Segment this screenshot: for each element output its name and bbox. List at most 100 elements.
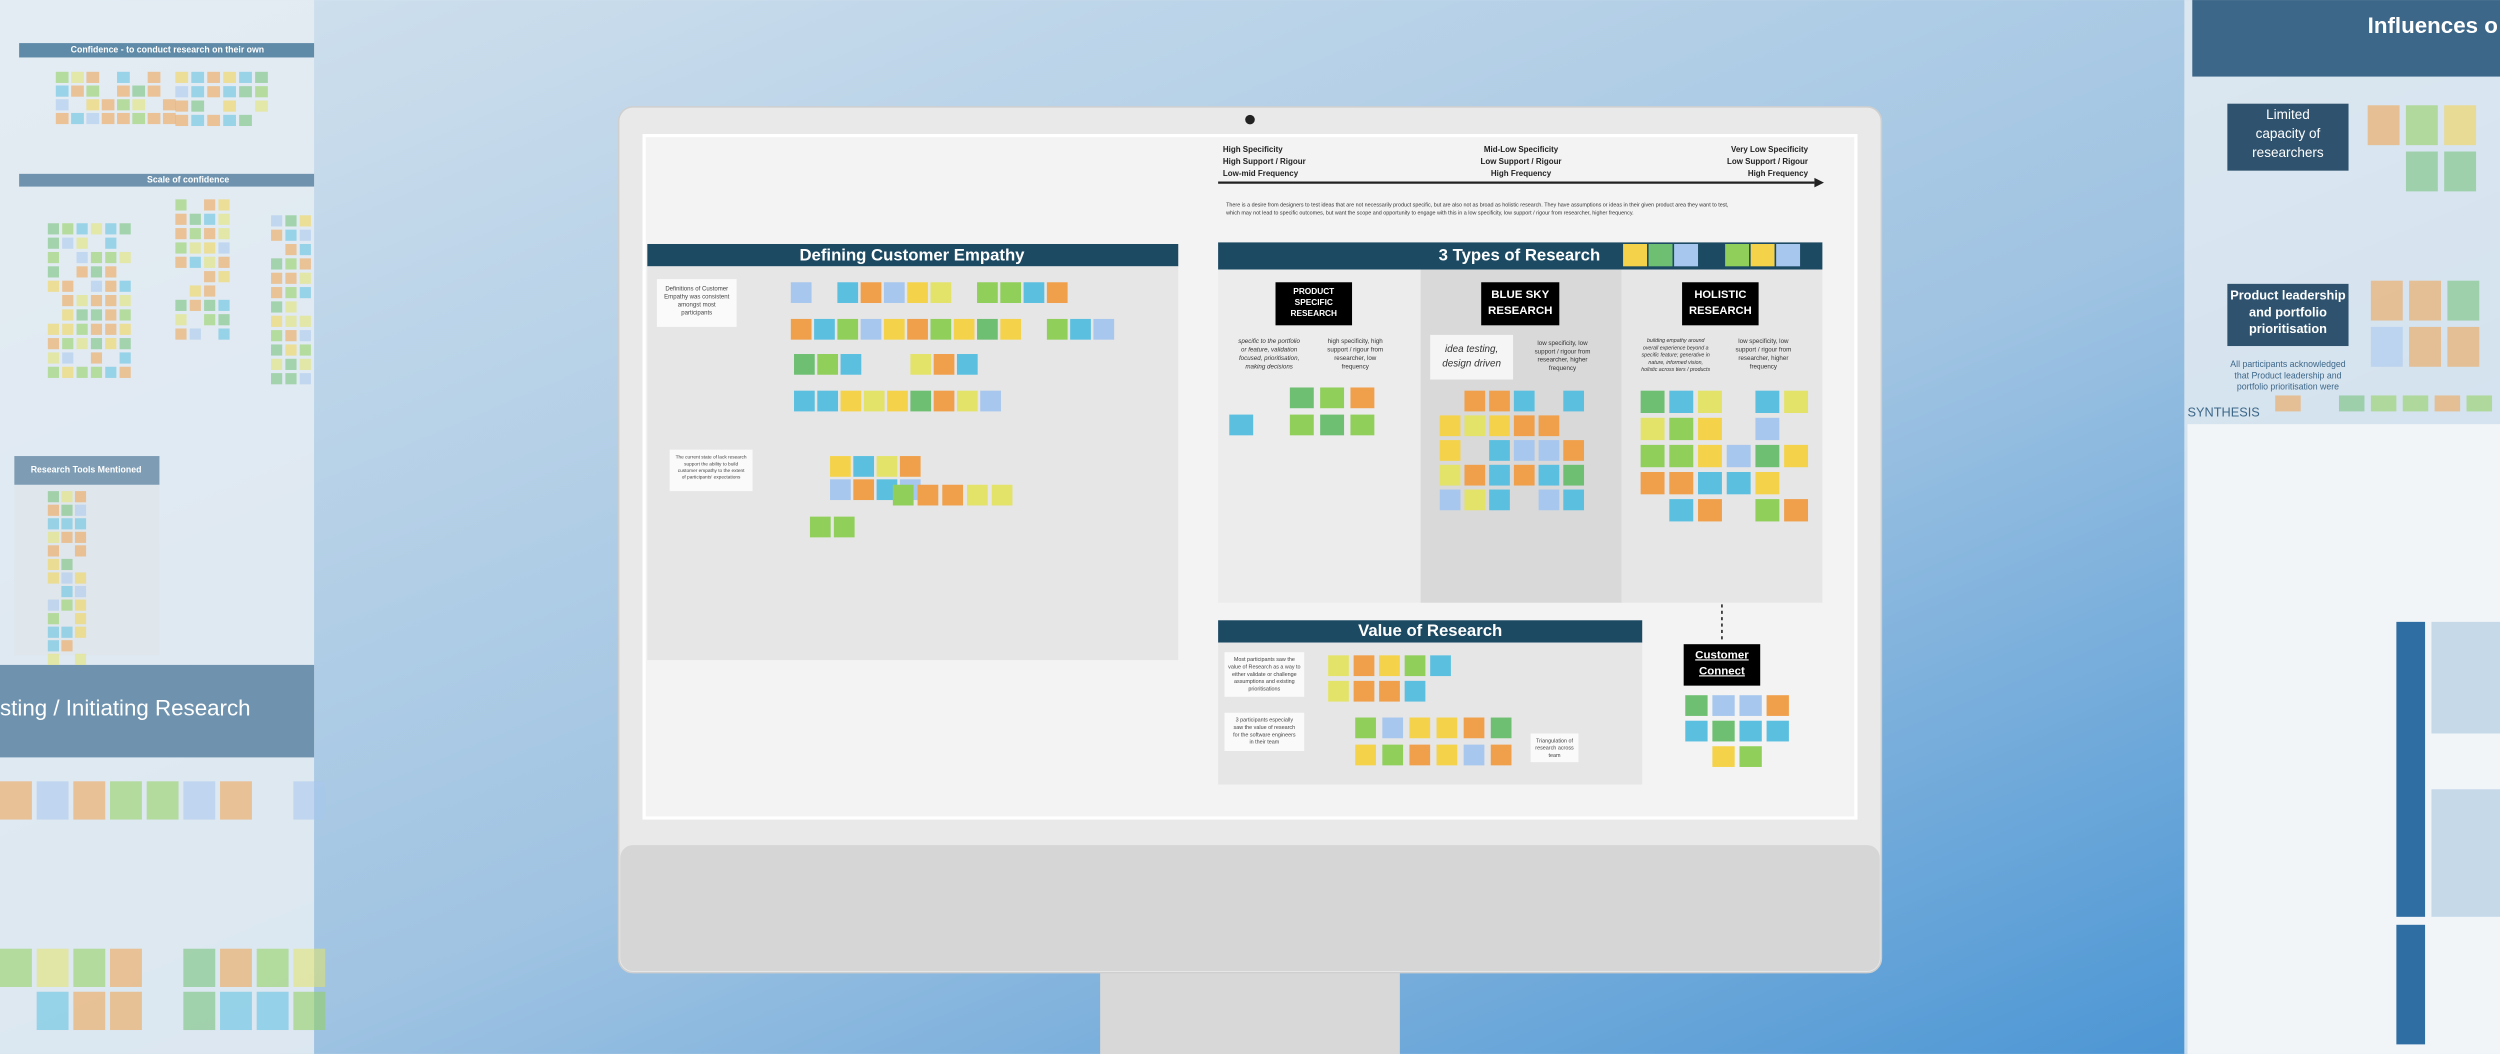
sticky-note — [1784, 444, 1809, 468]
sticky-note — [119, 251, 131, 264]
sticky-note — [1538, 464, 1560, 486]
sticky-note — [105, 251, 117, 264]
sticky-note — [175, 256, 187, 268]
text-line: Customer — [1695, 649, 1749, 661]
sticky-note — [271, 215, 283, 227]
sticky-note — [1739, 695, 1762, 716]
sticky-note — [887, 390, 908, 412]
sticky-note — [47, 280, 59, 292]
sticky-note — [74, 531, 87, 543]
sticky-note — [105, 237, 117, 249]
sticky-note — [966, 484, 988, 506]
type-label: BLUE SKY RESEARCH — [1488, 289, 1552, 317]
text-line: researcher, higher — [1538, 356, 1588, 363]
sticky-note — [790, 318, 812, 340]
sticky-note — [76, 366, 88, 378]
sticky-note — [293, 781, 326, 820]
sticky-note — [204, 299, 216, 311]
sticky-note — [2405, 151, 2438, 192]
theme-title: Product leadership and portfolio prioritis… — [2230, 288, 2346, 336]
sticky-note — [189, 256, 201, 268]
text-line: for the software engineers — [1233, 733, 1296, 739]
sticky-note — [76, 251, 88, 264]
sticky-note — [299, 373, 311, 385]
sticky-note — [285, 272, 297, 284]
sticky-note — [47, 572, 59, 584]
sticky-note — [2447, 326, 2480, 367]
type-attrs: low specificity, low support / rigour fro… — [1735, 338, 1791, 370]
text-line: design driven — [1442, 358, 1501, 369]
section-header — [647, 243, 1179, 267]
sticky-note — [62, 352, 74, 364]
sticky-note — [162, 112, 176, 125]
sticky-note — [933, 354, 955, 375]
sticky-note — [1439, 489, 1461, 511]
sticky-note — [1409, 717, 1431, 739]
sticky-note — [2409, 326, 2442, 367]
type-label-box — [1275, 282, 1353, 326]
section-header — [14, 456, 160, 485]
sticky-note — [175, 86, 189, 98]
sticky-note — [204, 256, 216, 268]
sticky-note — [147, 85, 161, 97]
sticky-note — [2444, 151, 2477, 192]
type-label: PRODUCT SPECIFIC RESEARCH — [1291, 286, 1337, 318]
sticky-note — [285, 330, 297, 342]
sticky-note — [223, 114, 236, 127]
insight-note — [1224, 712, 1305, 752]
sticky-note — [1490, 717, 1512, 739]
arrow-head — [1814, 177, 1824, 188]
sticky-note — [119, 323, 131, 335]
sticky-note — [90, 309, 103, 321]
sticky-note — [1353, 655, 1375, 677]
sticky-note — [1563, 464, 1585, 486]
sticky-note — [183, 781, 216, 820]
sticky-note — [1755, 444, 1780, 468]
sticky-note — [47, 491, 59, 503]
sticky-note — [1070, 318, 1091, 340]
sticky-note — [271, 373, 283, 385]
sticky-note — [2370, 395, 2397, 412]
sticky-note — [977, 318, 998, 340]
sticky-note — [837, 282, 859, 303]
sticky-note — [175, 328, 187, 340]
sticky-note — [1379, 680, 1400, 702]
sticky-note — [2402, 395, 2429, 412]
sticky-note — [189, 328, 201, 340]
type-desc: specific to the portfolio or feature, val… — [1238, 338, 1300, 370]
sticky-note — [256, 991, 289, 1031]
section-title: Defining Customer Empathy — [799, 245, 1025, 264]
sticky-note — [1093, 318, 1115, 340]
sticky-note — [223, 71, 236, 83]
sticky-note — [204, 228, 216, 240]
sticky-note — [47, 545, 59, 557]
sticky-note — [1489, 440, 1510, 461]
sticky-note — [1750, 243, 1775, 267]
sticky-note — [86, 112, 100, 125]
sticky-note — [47, 323, 59, 335]
insight-note — [656, 279, 737, 327]
text-line: low specificity, low — [1537, 339, 1588, 346]
monitor-chin — [620, 845, 1880, 972]
sticky-note — [175, 199, 187, 211]
insight-text: Most participants saw the value of Resear… — [1228, 658, 1300, 693]
text-line: either validate or challenge — [1232, 672, 1297, 678]
sticky-note — [1685, 720, 1708, 742]
text-line: specific feature; generative in — [1642, 353, 1710, 359]
sticky-note — [1464, 464, 1486, 486]
sticky-note — [47, 640, 59, 652]
sticky-note — [47, 599, 59, 611]
sticky-note — [175, 228, 187, 240]
sticky-note — [1353, 680, 1375, 702]
sticky-note — [175, 299, 187, 311]
sticky-note — [73, 781, 106, 820]
sticky-note — [117, 85, 130, 97]
text-line: There is a desire from designers to test… — [1226, 203, 1729, 209]
sticky-note — [2370, 280, 2403, 321]
sticky-note — [1640, 444, 1665, 468]
sticky-note — [47, 266, 59, 278]
sticky-note — [1513, 464, 1535, 486]
sticky-note — [285, 258, 297, 270]
text-line: prioritisations — [1248, 687, 1280, 693]
